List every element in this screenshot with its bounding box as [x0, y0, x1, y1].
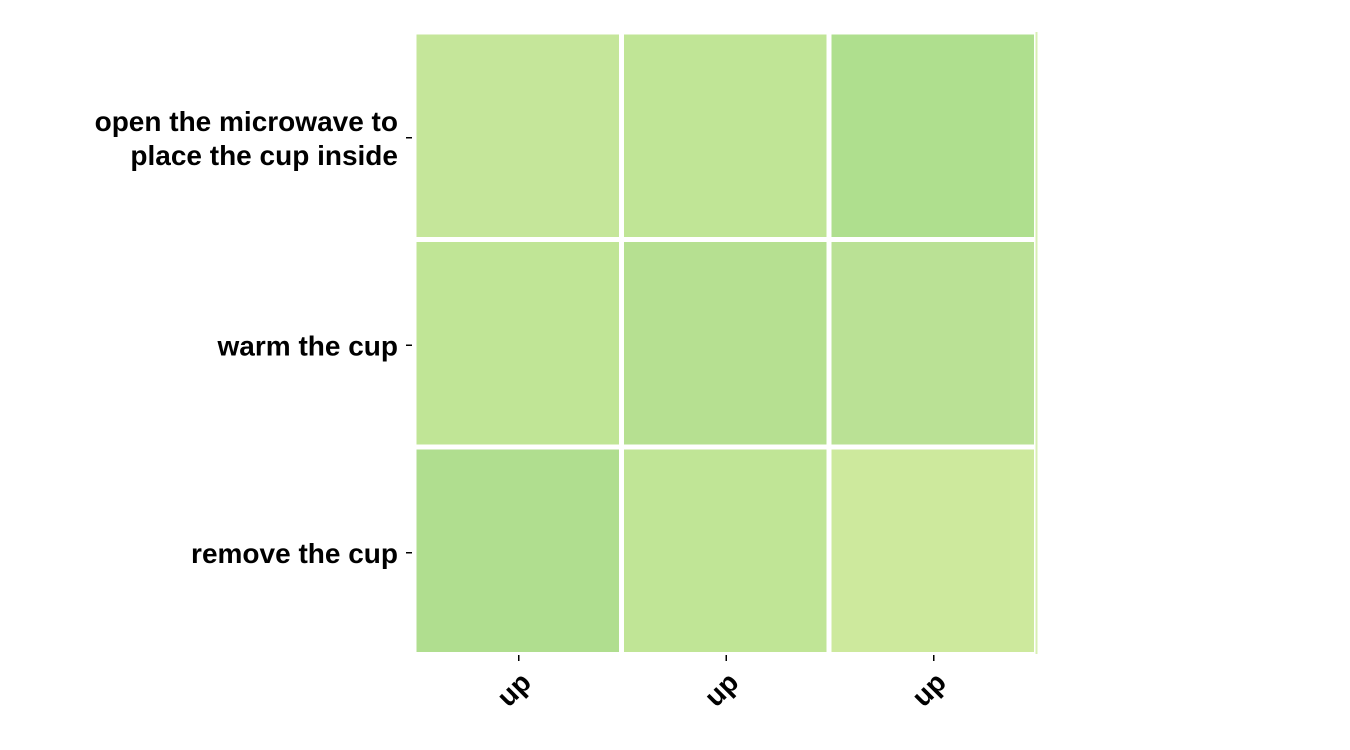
- heatmap-cells: [416, 34, 1034, 652]
- x-axis: up up up: [491, 655, 952, 712]
- y-tick-label-1: warm the cup: [217, 330, 398, 361]
- y-axis: open the microwave to place the cup insid…: [95, 106, 412, 569]
- heatmap-cell-r1-c1: [624, 242, 827, 445]
- heatmap-cell-r1-c0: [416, 242, 619, 445]
- heatmap-cell-r2-c1: [624, 449, 827, 652]
- x-tick-label-0: up: [491, 666, 537, 712]
- heatmap-cell-r2-c0: [416, 449, 619, 652]
- y-tick-label-0: open the microwave to place the cup insid…: [95, 106, 398, 171]
- heatmap-cell-r1-c2: [831, 242, 1034, 445]
- x-tick-label-2: up: [906, 666, 952, 712]
- y-tick-label-2: remove the cup: [191, 538, 398, 569]
- heatmap-cell-r2-c2: [831, 449, 1034, 652]
- heatmap-cell-r0-c0: [416, 34, 619, 237]
- heatmap-cell-r0-c1: [624, 34, 827, 237]
- x-tick-label-1: up: [698, 666, 744, 712]
- heatmap-cell-r0-c2: [831, 34, 1034, 237]
